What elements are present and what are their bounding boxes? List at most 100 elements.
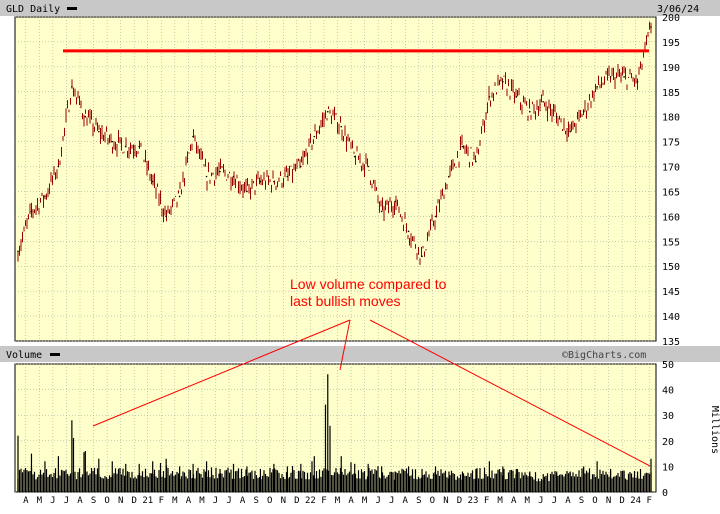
volume-tick-label: 0 — [662, 488, 668, 499]
x-tick-label: J — [213, 496, 218, 506]
x-tick-label: N — [281, 496, 286, 506]
axis-labels: 135 140 145 150 155 160 165 170 175 180 185 190 195 2… — [23, 13, 680, 506]
x-tick-label: F — [484, 496, 489, 506]
price-point — [138, 145, 141, 148]
x-tick-label: J — [552, 496, 557, 506]
x-tick-label: A — [511, 496, 517, 506]
price-point — [582, 110, 585, 113]
x-tick-label: J — [389, 496, 394, 506]
price-point — [542, 100, 545, 103]
price-tick-label: 195 — [662, 38, 680, 49]
price-point — [44, 195, 46, 198]
x-tick-label: D — [131, 496, 136, 506]
price-point — [515, 95, 518, 98]
ticker-legend-swatch — [67, 7, 77, 10]
x-tick-label: O — [430, 496, 435, 506]
price-point — [300, 165, 302, 168]
price-point — [205, 175, 208, 178]
x-tick-label: M — [525, 496, 531, 506]
x-tick-label: A — [403, 496, 409, 506]
annotation-arrow-line — [339, 319, 351, 371]
price-point — [555, 115, 558, 118]
price-point — [380, 210, 383, 213]
x-tick-label: M — [172, 496, 178, 506]
x-tick-label: S — [416, 496, 421, 506]
price-tick-label: 185 — [662, 88, 680, 99]
x-tick-label: J — [375, 496, 380, 506]
price-tick-label: 145 — [662, 287, 680, 298]
price-point — [528, 110, 531, 113]
price-tick-label: 165 — [662, 187, 680, 198]
x-tick-label: A — [186, 496, 192, 506]
price-point — [17, 250, 19, 253]
price-point — [609, 76, 612, 78]
price-point — [636, 81, 639, 83]
x-tick-label: J — [50, 496, 55, 506]
price-point — [71, 85, 73, 88]
price-tick-label: 170 — [662, 163, 680, 174]
x-tick-label: O — [267, 496, 272, 506]
annotation: Low volume compared to last bullish move… — [92, 276, 651, 467]
price-point — [340, 125, 343, 128]
price-tick-label: 155 — [662, 237, 680, 248]
x-tick-label: J — [226, 496, 231, 506]
x-tick-label: 22 — [305, 496, 316, 506]
x-tick-label: J — [538, 496, 543, 506]
volume-bars — [17, 374, 652, 492]
x-tick-label: A — [77, 496, 83, 506]
price-tick-label: 160 — [662, 212, 680, 223]
x-tick-label: S — [91, 496, 96, 506]
x-tick-label: A — [565, 496, 571, 506]
x-tick-label: 21 — [142, 496, 153, 506]
price-point — [219, 170, 221, 173]
price-point — [313, 135, 316, 138]
x-tick-label: N — [606, 496, 611, 506]
price-tick-label: 175 — [662, 138, 680, 149]
annotation-line-2: last bullish moves — [290, 293, 401, 309]
price-point — [259, 180, 262, 183]
price-tick-label: 140 — [662, 312, 680, 323]
volume-tick-label: 30 — [662, 411, 674, 422]
price-tick-label: 150 — [662, 262, 680, 273]
x-tick-label: N — [118, 496, 123, 506]
price-point — [124, 145, 127, 148]
x-tick-label: 24 — [630, 496, 641, 506]
price-point — [623, 76, 625, 78]
price-point — [394, 200, 396, 203]
volume-header-bar — [0, 346, 720, 362]
volume-ylabel: Millions — [709, 406, 720, 454]
price-point — [367, 165, 369, 168]
x-tick-label: S — [253, 496, 258, 506]
price-point — [461, 145, 464, 148]
x-tick-label: D — [294, 496, 299, 506]
price-bars — [17, 21, 652, 265]
price-point — [353, 155, 356, 158]
price-point — [84, 115, 87, 118]
ticker-label: GLD Daily — [6, 4, 60, 15]
x-tick-label: A — [23, 496, 29, 506]
price-point — [326, 110, 329, 113]
x-tick-label: N — [443, 496, 448, 506]
x-tick-label: F — [647, 496, 652, 506]
x-tick-label: F — [159, 496, 164, 506]
x-tick-label: D — [457, 496, 462, 506]
x-tick-label: M — [199, 496, 205, 506]
price-point — [57, 165, 60, 168]
date-label: 3/06/24 — [657, 4, 699, 15]
price-point — [502, 81, 504, 83]
price-point — [151, 180, 154, 183]
annotation-arrow-line — [369, 319, 651, 467]
x-tick-label: M — [497, 496, 503, 506]
x-tick-label: D — [619, 496, 624, 506]
price-point — [30, 210, 33, 213]
x-tick-label: F — [321, 496, 326, 506]
price-point — [232, 175, 235, 178]
x-tick-label: J — [64, 496, 69, 506]
volume-tick-label: 50 — [662, 360, 674, 371]
price-point — [475, 160, 477, 163]
x-tick-label: S — [579, 496, 584, 506]
price-header-bar — [0, 0, 720, 16]
annotation-line-1: Low volume compared to — [290, 276, 447, 292]
x-tick-label: A — [348, 496, 354, 506]
